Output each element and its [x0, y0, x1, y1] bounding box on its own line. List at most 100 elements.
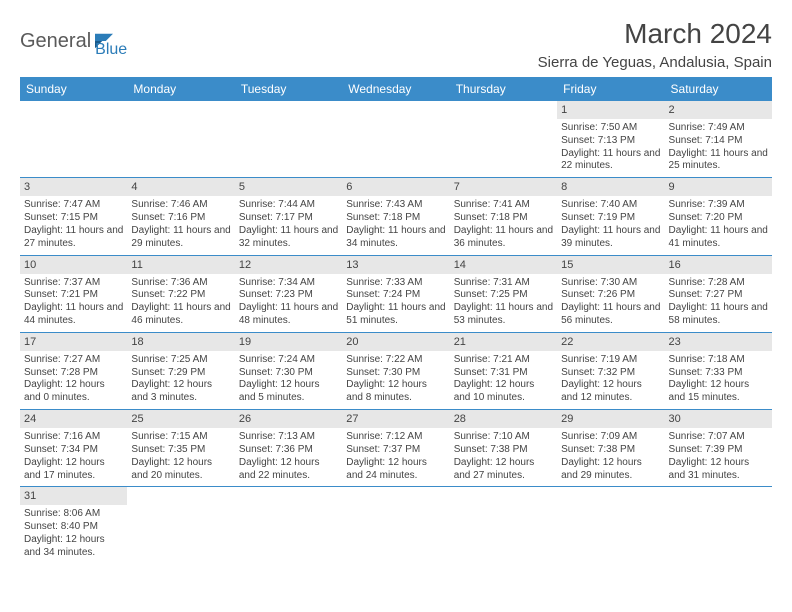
day-cell [342, 101, 449, 177]
daylight-text: Daylight: 12 hours and 22 minutes. [239, 457, 338, 483]
day-cell: 11 Sunrise: 7:36 AMSunset: 7:22 PMDayligh… [127, 256, 234, 332]
day-cell: 27Sunrise: 7:12 AMSunset: 7:37 PMDayligh… [342, 410, 449, 486]
day-header-mon: Monday [127, 77, 234, 101]
logo: General Blue [20, 18, 127, 58]
month-title: March 2024 [538, 18, 772, 50]
day-cell: 28 Sunrise: 7:10 AMSunset: 7:38 PMDayligh… [450, 410, 557, 486]
sunset-text: Sunset: 7:33 PM [669, 367, 768, 380]
sunset-text: Sunset: 7:35 PM [131, 444, 230, 457]
sunrise-text: Sunrise: 7:46 AM [131, 199, 230, 212]
day-number: 20 [342, 333, 449, 351]
day-cell: 6Sunrise: 7:43 AMSunset: 7:18 PMDaylight… [342, 178, 449, 254]
day-cell [127, 487, 234, 563]
day-info: Sunrise: 7:36 AMSunset: 7:22 PMDaylight:… [131, 277, 230, 328]
sunrise-text: Sunrise: 8:06 AM [24, 508, 123, 521]
logo-text-2: Blue [95, 42, 127, 58]
day-number: 1 [557, 101, 664, 119]
sunset-text: Sunset: 7:27 PM [669, 289, 768, 302]
daylight-text: Daylight: 11 hours and 36 minutes. [454, 225, 553, 251]
daylight-text: Daylight: 12 hours and 24 minutes. [346, 457, 445, 483]
daylight-text: Daylight: 11 hours and 25 minutes. [669, 148, 768, 174]
title-block: March 2024 Sierra de Yeguas, Andalusia, … [538, 18, 772, 71]
day-info: Sunrise: 7:15 AMSunset: 7:35 PMDaylight:… [131, 431, 230, 482]
sunrise-text: Sunrise: 7:13 AM [239, 431, 338, 444]
sunset-text: Sunset: 7:22 PM [131, 289, 230, 302]
sunrise-text: Sunrise: 7:49 AM [669, 122, 768, 135]
daylight-text: Daylight: 12 hours and 27 minutes. [454, 457, 553, 483]
day-number: 19 [235, 333, 342, 351]
sunset-text: Sunset: 7:17 PM [239, 212, 338, 225]
sunset-text: Sunset: 7:18 PM [346, 212, 445, 225]
day-cell [20, 101, 127, 177]
day-cell: 22Sunrise: 7:19 AMSunset: 7:32 PMDayligh… [557, 333, 664, 409]
week-row: 1Sunrise: 7:50 AMSunset: 7:13 PMDaylight… [20, 101, 772, 178]
day-number: 2 [665, 101, 772, 119]
page-header: General Blue March 2024 Sierra de Yeguas… [20, 18, 772, 71]
sunrise-text: Sunrise: 7:15 AM [131, 431, 230, 444]
sunrise-text: Sunrise: 7:19 AM [561, 354, 660, 367]
sunrise-text: Sunrise: 7:24 AM [239, 354, 338, 367]
day-info: Sunrise: 7:43 AMSunset: 7:18 PMDaylight:… [346, 199, 445, 250]
day-cell: 16 Sunrise: 7:28 AMSunset: 7:27 PMDayligh… [665, 256, 772, 332]
daylight-text: Daylight: 11 hours and 58 minutes. [669, 302, 768, 328]
day-header-wed: Wednesday [342, 77, 449, 101]
day-cell [235, 101, 342, 177]
day-info: Sunrise: 7:25 AMSunset: 7:29 PMDaylight:… [131, 354, 230, 405]
calendar: Sunday Monday Tuesday Wednesday Thursday… [20, 77, 772, 564]
day-number: 11 [127, 256, 234, 274]
day-info: Sunrise: 7:27 AMSunset: 7:28 PMDaylight:… [24, 354, 123, 405]
sunrise-text: Sunrise: 7:36 AM [131, 277, 230, 290]
day-number: 7 [450, 178, 557, 196]
sunrise-text: Sunrise: 7:27 AM [24, 354, 123, 367]
daylight-text: Daylight: 11 hours and 22 minutes. [561, 148, 660, 174]
day-cell: 14 Sunrise: 7:31 AMSunset: 7:25 PMDayligh… [450, 256, 557, 332]
sunrise-text: Sunrise: 7:28 AM [669, 277, 768, 290]
sunrise-text: Sunrise: 7:10 AM [454, 431, 553, 444]
sunset-text: Sunset: 7:30 PM [239, 367, 338, 380]
daylight-text: Daylight: 11 hours and 51 minutes. [346, 302, 445, 328]
day-info: Sunrise: 8:06 AMSunset: 8:40 PMDaylight:… [24, 508, 123, 559]
sunset-text: Sunset: 7:25 PM [454, 289, 553, 302]
day-info: Sunrise: 7:09 AMSunset: 7:38 PMDaylight:… [561, 431, 660, 482]
day-number: 9 [665, 178, 772, 196]
daylight-text: Daylight: 12 hours and 17 minutes. [24, 457, 123, 483]
daylight-text: Daylight: 11 hours and 48 minutes. [239, 302, 338, 328]
sunset-text: Sunset: 7:18 PM [454, 212, 553, 225]
day-number: 15 [557, 256, 664, 274]
day-cell: 20Sunrise: 7:22 AMSunset: 7:30 PMDayligh… [342, 333, 449, 409]
day-cell: 21Sunrise: 7:21 AMSunset: 7:31 PMDayligh… [450, 333, 557, 409]
day-cell: 9 Sunrise: 7:39 AMSunset: 7:20 PMDaylight… [665, 178, 772, 254]
sunset-text: Sunset: 7:14 PM [669, 135, 768, 148]
day-cell: 31Sunrise: 8:06 AMSunset: 8:40 PMDayligh… [20, 487, 127, 563]
sunrise-text: Sunrise: 7:44 AM [239, 199, 338, 212]
day-info: Sunrise: 7:39 AMSunset: 7:20 PMDaylight:… [669, 199, 768, 250]
week-row: 3Sunrise: 7:47 AMSunset: 7:15 PMDaylight… [20, 178, 772, 255]
day-number: 14 [450, 256, 557, 274]
sunrise-text: Sunrise: 7:31 AM [454, 277, 553, 290]
sunset-text: Sunset: 7:38 PM [454, 444, 553, 457]
week-row: 31Sunrise: 8:06 AMSunset: 8:40 PMDayligh… [20, 487, 772, 563]
daylight-text: Daylight: 12 hours and 34 minutes. [24, 534, 123, 560]
day-number: 16 [665, 256, 772, 274]
day-number: 5 [235, 178, 342, 196]
sunrise-text: Sunrise: 7:22 AM [346, 354, 445, 367]
day-number: 22 [557, 333, 664, 351]
daylight-text: Daylight: 11 hours and 56 minutes. [561, 302, 660, 328]
sunset-text: Sunset: 7:16 PM [131, 212, 230, 225]
day-cell: 19Sunrise: 7:24 AMSunset: 7:30 PMDayligh… [235, 333, 342, 409]
daylight-text: Daylight: 12 hours and 15 minutes. [669, 379, 768, 405]
day-cell: 2 Sunrise: 7:49 AMSunset: 7:14 PMDaylight… [665, 101, 772, 177]
daylight-text: Daylight: 11 hours and 34 minutes. [346, 225, 445, 251]
daylight-text: Daylight: 11 hours and 53 minutes. [454, 302, 553, 328]
daylight-text: Daylight: 12 hours and 10 minutes. [454, 379, 553, 405]
sunset-text: Sunset: 7:31 PM [454, 367, 553, 380]
day-number: 28 [450, 410, 557, 428]
day-info: Sunrise: 7:21 AMSunset: 7:31 PMDaylight:… [454, 354, 553, 405]
sunset-text: Sunset: 7:13 PM [561, 135, 660, 148]
logo-text-1: General [20, 31, 91, 51]
day-cell: 30Sunrise: 7:07 AMSunset: 7:39 PMDayligh… [665, 410, 772, 486]
sunrise-text: Sunrise: 7:34 AM [239, 277, 338, 290]
day-cell: 26Sunrise: 7:13 AMSunset: 7:36 PMDayligh… [235, 410, 342, 486]
day-info: Sunrise: 7:12 AMSunset: 7:37 PMDaylight:… [346, 431, 445, 482]
sunrise-text: Sunrise: 7:37 AM [24, 277, 123, 290]
